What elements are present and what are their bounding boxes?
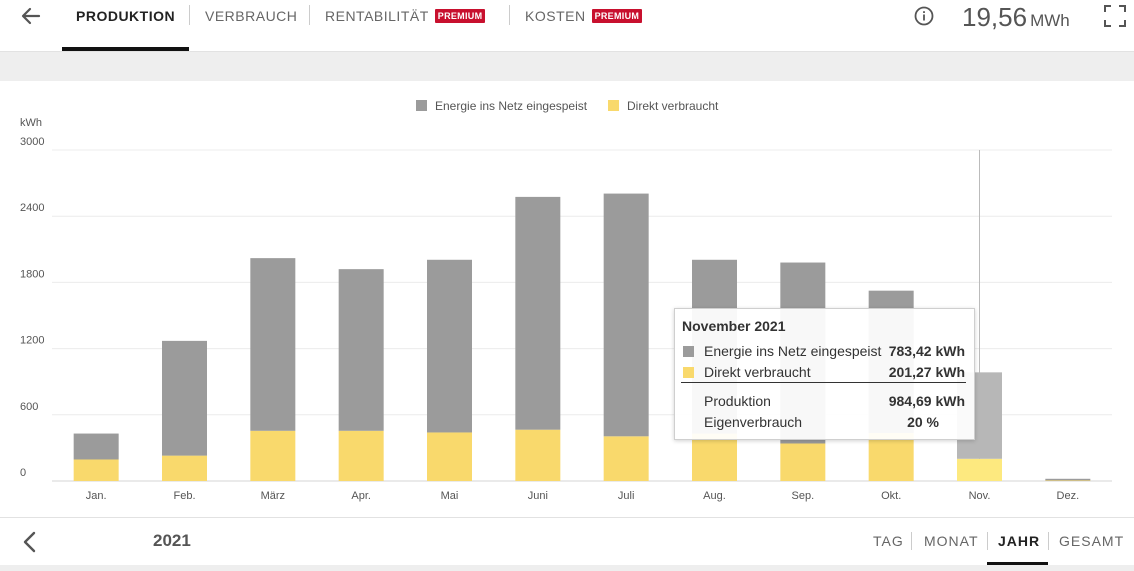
bar-segment xyxy=(957,458,1002,481)
bar-segment xyxy=(692,433,737,481)
x-tick-label: Nov. xyxy=(969,490,991,502)
gray-band xyxy=(0,52,1134,81)
x-tick-label: Dez. xyxy=(1057,490,1080,502)
legend-label: Energie ins Netz eingespeist xyxy=(435,99,588,113)
tab-kosten[interactable]: KOSTEN PREMIUM xyxy=(525,8,643,24)
chevron-left-icon[interactable] xyxy=(20,530,40,554)
x-tick-label: Juli xyxy=(618,490,635,502)
bar-segment xyxy=(603,193,649,437)
premium-badge: PREMIUM xyxy=(591,9,643,23)
x-tick-label: Okt. xyxy=(881,490,901,502)
bar-segment xyxy=(868,433,914,481)
bar-segment xyxy=(515,429,561,481)
bar-segment xyxy=(162,340,207,456)
period-divider xyxy=(1048,532,1049,550)
tooltip-title: November 2021 xyxy=(682,318,786,334)
tooltip-label: Produktion xyxy=(704,393,771,409)
tooltip-row: Energie ins Netz eingespeist 783,42 kWh xyxy=(683,343,965,361)
tooltip-value: 20 % xyxy=(907,414,939,430)
x-tick-label: Apr. xyxy=(351,490,371,502)
period-jahr[interactable]: JAHR xyxy=(998,533,1041,549)
tooltip-swatch xyxy=(683,367,694,378)
bar-segment xyxy=(338,269,384,431)
tooltip-value: 201,27 kWh xyxy=(888,364,965,380)
tab-produktion-label: PRODUKTION xyxy=(76,8,176,24)
total-production: 19,56 MWh xyxy=(962,2,1070,33)
x-tick-label: Sep. xyxy=(792,490,815,502)
legend-item-direkt[interactable]: Direkt verbraucht xyxy=(608,99,718,113)
y-tick-label: 3000 xyxy=(20,136,44,148)
bar-segment xyxy=(603,436,649,481)
total-value: 19,56 xyxy=(962,2,1028,32)
arrow-left-icon[interactable] xyxy=(18,3,44,29)
y-tick-label: 0 xyxy=(20,467,26,479)
top-bar: PRODUKTION VERBRAUCH RENTABILITÄT PREMIUM… xyxy=(0,0,1134,52)
bar-chart: 0 600 1200 1800 2400 3000 kWh Jan. Feb. März Apr. M… xyxy=(20,117,1112,502)
tab-rentabilitaet[interactable]: RENTABILITÄT PREMIUM xyxy=(325,8,486,24)
x-tick-label: Jan. xyxy=(86,490,107,502)
legend-swatch xyxy=(416,100,427,111)
y-tick-label: 1800 xyxy=(20,268,44,280)
tooltip-divider xyxy=(681,382,966,383)
y-axis-label: kWh xyxy=(20,117,42,129)
bar-segment xyxy=(73,459,119,481)
selected-year[interactable]: 2021 xyxy=(153,531,191,550)
legend-swatch xyxy=(608,100,619,111)
tab-divider xyxy=(309,5,310,25)
legend-label: Direkt verbraucht xyxy=(627,99,719,113)
bar-segment xyxy=(515,196,561,430)
tab-verbrauch-label: VERBRAUCH xyxy=(205,8,298,24)
bar-segment xyxy=(427,259,472,433)
tab-divider xyxy=(189,5,190,25)
period-gesamt[interactable]: GESAMT xyxy=(1059,533,1125,549)
info-icon[interactable] xyxy=(914,6,934,26)
tooltip-label: Direkt verbraucht xyxy=(704,364,811,380)
bar-segment xyxy=(1045,478,1091,481)
bar-segment xyxy=(250,430,296,481)
tab-produktion[interactable]: PRODUKTION xyxy=(76,8,175,24)
tab-rentabilitaet-label: RENTABILITÄT xyxy=(325,8,429,24)
period-divider xyxy=(987,532,988,550)
x-tick-label: März xyxy=(261,490,285,502)
period-divider xyxy=(911,532,912,550)
chart-area: Energie ins Netz eingespeist Direkt verb… xyxy=(0,81,1134,517)
y-tick-label: 600 xyxy=(20,401,38,413)
y-tick-label: 2400 xyxy=(20,202,44,214)
tooltip-summary-row: Produktion 984,69 kWh xyxy=(683,393,965,411)
bar-segment xyxy=(338,430,384,481)
tab-kosten-label: KOSTEN xyxy=(525,8,586,24)
period-monat[interactable]: MONAT xyxy=(924,533,979,549)
bar-segment xyxy=(250,258,296,431)
tooltip-summary-row: Eigenverbrauch 20 % xyxy=(683,414,965,432)
y-tick-label: 1200 xyxy=(20,335,44,347)
bar-segment xyxy=(73,433,119,460)
total-unit: MWh xyxy=(1030,11,1070,30)
tooltip-value: 783,42 kWh xyxy=(888,343,965,359)
bar-segment xyxy=(162,455,207,481)
tooltip-row: Direkt verbraucht 201,27 kWh xyxy=(683,364,965,382)
tab-verbrauch[interactable]: VERBRAUCH xyxy=(205,8,297,24)
x-tick-label: Aug. xyxy=(703,490,726,502)
x-tick-label: Feb. xyxy=(173,490,195,502)
chart-tooltip: November 2021 Energie ins Netz eingespei… xyxy=(674,308,975,440)
bar-segment xyxy=(427,432,472,481)
tab-divider xyxy=(509,5,510,25)
tooltip-label: Eigenverbrauch xyxy=(704,414,803,430)
period-tag[interactable]: TAG xyxy=(873,533,904,549)
bar-segment xyxy=(1045,480,1091,481)
active-period-indicator xyxy=(987,562,1048,566)
bottom-bar: 2021 TAG MONAT JAHR GESAMT xyxy=(0,517,1134,566)
fullscreen-icon[interactable] xyxy=(1103,4,1127,28)
bottom-strip xyxy=(0,565,1134,571)
active-tab-indicator xyxy=(62,47,189,51)
legend-item-netz[interactable]: Energie ins Netz eingespeist xyxy=(416,99,587,113)
tooltip-value: 984,69 kWh xyxy=(888,393,965,409)
bar-segment xyxy=(780,443,826,481)
tooltip-label: Energie ins Netz eingespeist xyxy=(704,343,882,359)
x-tick-label: Juni xyxy=(528,490,548,502)
tooltip-swatch xyxy=(683,346,694,357)
premium-badge: PREMIUM xyxy=(434,9,486,23)
x-tick-label: Mai xyxy=(441,490,459,502)
